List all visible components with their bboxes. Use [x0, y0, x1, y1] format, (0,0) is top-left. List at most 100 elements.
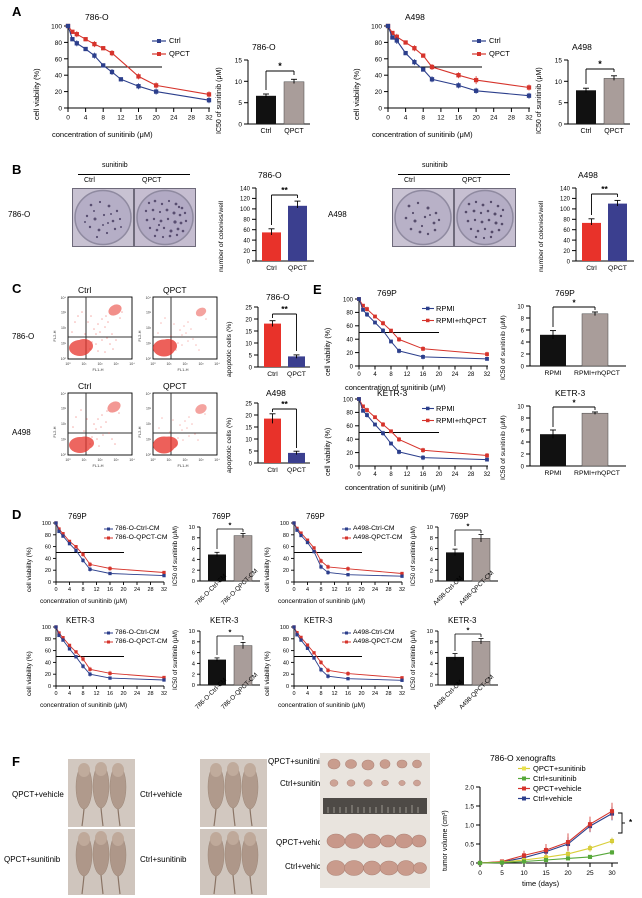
chart-title: 769P — [555, 288, 575, 298]
svg-text:**: ** — [601, 184, 608, 194]
svg-text:20: 20 — [45, 568, 51, 574]
svg-text:10²: 10² — [61, 326, 67, 330]
svg-text:4: 4 — [306, 587, 309, 593]
mouse-photo-ctrl-vehicle — [200, 759, 267, 827]
svg-text:4: 4 — [373, 472, 377, 478]
svg-text:0: 0 — [48, 684, 51, 690]
legend-marker-ctrl-cm — [342, 527, 351, 530]
svg-text:32: 32 — [484, 472, 491, 478]
svg-text:80: 80 — [283, 533, 289, 539]
treatment-header: sunitinib — [422, 162, 448, 169]
legend: 786-O-Ctrl-CM 786-O-QPCT-CM — [104, 629, 168, 645]
svg-text:FL1-H: FL1-H — [177, 463, 188, 468]
chart-title: A498 — [578, 170, 598, 180]
svg-text:10²: 10² — [97, 458, 103, 462]
svg-text:10²: 10² — [61, 422, 67, 426]
cellline-label-786O: 786-O — [8, 210, 31, 219]
svg-text:40: 40 — [283, 660, 289, 666]
y-axis-label: number of colonies/well — [218, 200, 225, 272]
legend-marker-ctrl-sunitinib — [518, 776, 530, 781]
svg-text:*: * — [598, 59, 602, 69]
svg-text:0: 0 — [558, 122, 562, 129]
svg-text:2: 2 — [521, 352, 525, 358]
svg-text:20: 20 — [346, 351, 353, 357]
svg-text:6: 6 — [521, 328, 525, 334]
svg-text:*: * — [229, 628, 232, 637]
chart-title: KETR-3 — [66, 616, 95, 625]
svg-text:Ctrl: Ctrl — [261, 128, 272, 135]
legend-label: QPCT+vehicle — [533, 784, 582, 793]
chart-title: KETR-3 — [448, 616, 477, 625]
svg-text:60: 60 — [243, 228, 250, 234]
y-axis-label: IC50 of sunitinib (μM) — [500, 415, 507, 480]
svg-text:10³: 10³ — [113, 362, 119, 366]
legend: Ctrl QPCT — [472, 36, 510, 58]
mouse-photo-qpct-sunitinib — [68, 829, 135, 895]
svg-text:0: 0 — [249, 365, 253, 371]
svg-text:10⁴: 10⁴ — [214, 362, 220, 366]
svg-text:100: 100 — [371, 24, 382, 31]
svg-text:10²: 10² — [182, 458, 188, 462]
flow-plot-A498-ctrl: 10⁰ 10¹ 10² 10³ 10⁴ FL1-H 10⁰ 10¹ 10² 10³ 10⁴ FL… — [52, 392, 135, 468]
svg-text:20: 20 — [243, 249, 250, 255]
svg-text:RPMI: RPMI — [545, 370, 562, 377]
y-axis-label: IC50 of sunitinib (μM) — [172, 630, 179, 690]
svg-text:24: 24 — [170, 115, 178, 122]
svg-text:8: 8 — [430, 536, 433, 542]
panelE-bar-769P: 769P IC50 of sunitinib (μM) 10 8 6 4 2 0 * RP… — [500, 288, 635, 388]
tumor-label-qpct-sunitinib: QPCT+sunitinib — [268, 757, 325, 766]
svg-text:10: 10 — [235, 79, 243, 86]
panel-label-d: D — [12, 507, 22, 522]
panelD-bar-769P-A498: 769P IC50 of sunitinib (μM) 10 8 6 4 2 0 * A4… — [410, 512, 502, 607]
svg-text:12: 12 — [331, 587, 337, 593]
svg-text:4: 4 — [306, 691, 309, 697]
svg-text:32: 32 — [205, 115, 213, 122]
chart-title: 786-O — [252, 42, 276, 52]
svg-text:QPCT: QPCT — [287, 371, 306, 378]
svg-text:2: 2 — [430, 568, 433, 574]
svg-text:6: 6 — [521, 428, 525, 434]
svg-text:10¹: 10¹ — [146, 342, 152, 346]
y-axis-label: cell viability (%) — [325, 327, 332, 376]
header-rule — [78, 174, 190, 175]
svg-text:100: 100 — [42, 521, 51, 527]
svg-text:Ctrl: Ctrl — [266, 265, 277, 272]
svg-text:QPCT: QPCT — [608, 265, 627, 272]
panelC-bar-A498: A498 apoptotic cells (%) 25 20 15 10 5 0 ** C… — [226, 388, 314, 478]
svg-text:10: 10 — [520, 870, 528, 877]
x-axis-label: concentration of sunitinib (μM) — [345, 483, 446, 492]
svg-text:16: 16 — [345, 587, 351, 593]
svg-text:0: 0 — [430, 683, 433, 689]
svg-text:10: 10 — [427, 525, 433, 531]
svg-text:40: 40 — [283, 556, 289, 562]
legend-label: 786-O-QPCT-CM — [115, 534, 168, 541]
svg-text:0: 0 — [249, 461, 253, 467]
svg-text:1.5: 1.5 — [465, 804, 474, 811]
legend-marker-rpmi — [422, 306, 434, 311]
legend-label: Ctrl+vehicle — [533, 794, 573, 803]
svg-text:10⁰: 10⁰ — [150, 362, 156, 366]
svg-text:28: 28 — [385, 691, 391, 697]
svg-text:120: 120 — [240, 197, 251, 203]
svg-text:10³: 10³ — [113, 458, 119, 462]
svg-text:40: 40 — [55, 73, 63, 80]
svg-text:4: 4 — [404, 115, 408, 122]
x-axis-label: concentration of sunitinib (μM) — [52, 130, 153, 139]
legend-marker-ctrl — [152, 38, 166, 43]
svg-text:0: 0 — [430, 579, 433, 585]
svg-text:60: 60 — [283, 545, 289, 551]
svg-text:0: 0 — [58, 106, 62, 113]
svg-text:12: 12 — [93, 691, 99, 697]
mouse-label-qpct-vehicle: QPCT+vehicle — [12, 790, 64, 799]
legend-label: RPMI+rhQPCT — [436, 416, 487, 425]
flow-title-ctrl: Ctrl — [78, 381, 92, 391]
svg-text:10⁴: 10⁴ — [61, 296, 67, 300]
legend-label: RPMI — [436, 304, 455, 313]
svg-text:32: 32 — [399, 587, 405, 593]
svg-text:32: 32 — [161, 691, 167, 697]
svg-text:20: 20 — [120, 691, 126, 697]
svg-text:0: 0 — [292, 691, 295, 697]
flow-title-qpct: QPCT — [163, 285, 187, 295]
